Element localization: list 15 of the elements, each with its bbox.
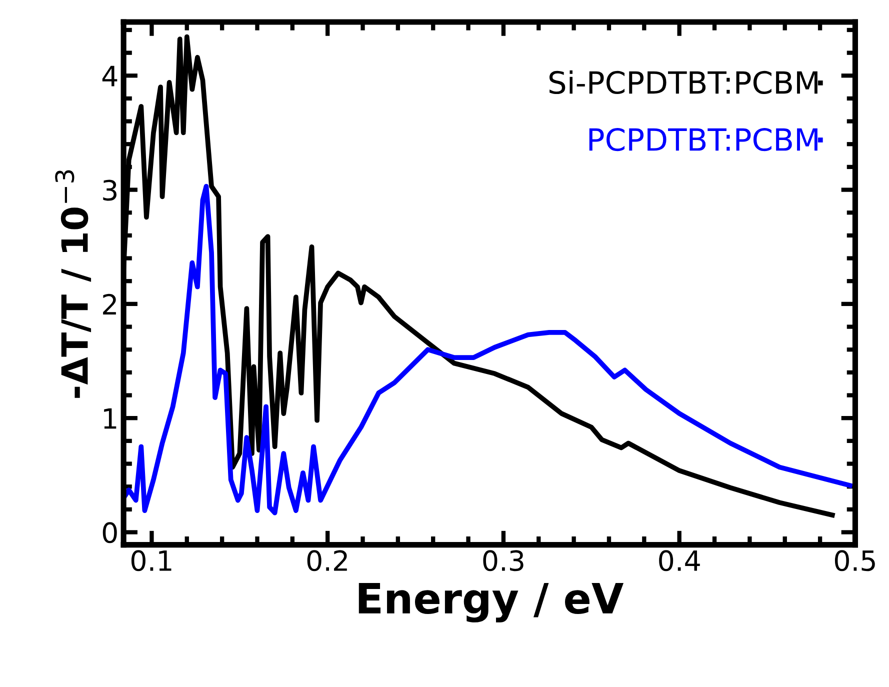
x-tick-label: 0.4	[659, 550, 700, 572]
y-tick-label: 1	[104, 408, 116, 429]
legend-label: Si-PCPDTBT:PCBM	[549, 70, 818, 94]
y-tick-label: 3	[103, 180, 116, 201]
y-axis-title: -ΔT/T / 10$^{−3}$	[55, 170, 92, 398]
x-tick-label: 0.2	[307, 550, 347, 572]
x-tick-label: 0.5	[834, 550, 875, 572]
y-tick-label: 4	[102, 66, 118, 86]
y-tick-label: 0	[102, 522, 117, 544]
x-tick-label: 0.1	[131, 550, 172, 572]
x-tick-label: 0.3	[483, 550, 524, 572]
line-series	[124, 184, 852, 516]
legend-label: PCPDTBT:PCBM	[589, 128, 818, 152]
y-tick-label: 2	[103, 294, 116, 314]
x-axis-title: Energy / eV	[358, 583, 624, 622]
